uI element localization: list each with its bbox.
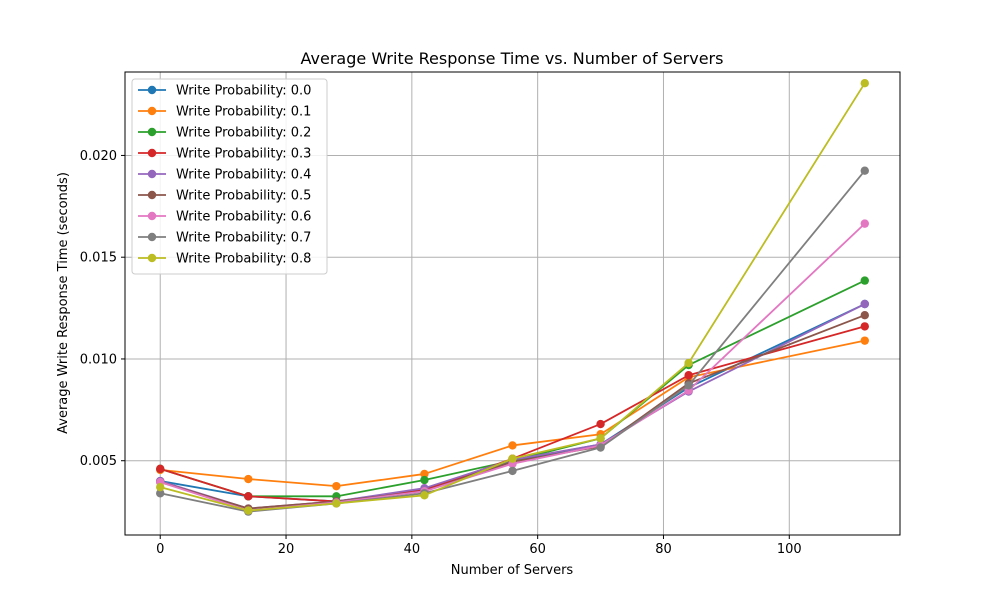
legend-marker: [147, 190, 157, 200]
legend-item: Write Probability: 0.1: [138, 105, 311, 120]
data-point: [420, 475, 429, 485]
series-line: [159, 325, 866, 503]
data-point: [508, 454, 517, 463]
data-point: [332, 481, 341, 491]
legend: Write Probability: 0.0 Write Probability:…: [131, 78, 328, 275]
data-point: [244, 474, 253, 484]
y-axis-label: Average Write Response Time (seconds): [56, 172, 71, 434]
y-axis: 0.005 0.010 0.015 0.020: [80, 149, 125, 469]
series-line: [159, 314, 866, 510]
legend-item: Write Probability: 0.5: [138, 189, 311, 204]
y-tick-label: 0.005: [80, 454, 117, 469]
data-point: [156, 489, 165, 498]
legend-marker: [147, 169, 157, 179]
data-point: [244, 492, 253, 501]
chart-title: Average Write Response Time vs. Number o…: [301, 49, 724, 68]
legend-item: Write Probability: 0.0: [138, 84, 311, 99]
x-axis: 0 20 40 60 80 100: [156, 535, 802, 557]
series: [156, 78, 869, 515]
series: [156, 322, 869, 506]
data-point: [244, 506, 253, 515]
legend-label: Write Probability: 0.4: [176, 168, 311, 183]
data-point: [332, 499, 341, 508]
data-point: [420, 469, 429, 479]
legend-marker: [147, 127, 157, 137]
data-point: [508, 466, 517, 476]
legend-item: Write Probability: 0.6: [138, 210, 311, 225]
series-line: [159, 82, 866, 512]
legend-label: Write Probability: 0.5: [176, 189, 311, 204]
legend-label: Write Probability: 0.1: [176, 105, 311, 120]
legend-box: [131, 78, 328, 275]
legend-marker: [147, 106, 157, 116]
x-tick-label: 20: [278, 542, 295, 557]
data-point: [156, 464, 165, 474]
series-layer: [156, 78, 869, 516]
legend-item: Write Probability: 0.2: [138, 126, 311, 141]
data-point: [860, 276, 869, 285]
data-point: [420, 491, 429, 500]
x-tick-label: 100: [777, 542, 802, 557]
data-point: [156, 482, 165, 492]
series-line: [160, 339, 865, 488]
plot-area: [124, 71, 901, 536]
legend-label: Write Probability: 0.3: [176, 147, 311, 162]
legend-item: Write Probability: 0.8: [138, 252, 311, 267]
legend-item: Write Probability: 0.7: [138, 231, 311, 246]
legend-marker: [147, 253, 157, 263]
data-point: [684, 371, 693, 380]
x-tick-label: 40: [404, 542, 421, 557]
legend-item: Write Probability: 0.4: [138, 168, 311, 183]
legend-marker: [147, 232, 157, 242]
y-tick-label: 0.010: [80, 352, 117, 367]
data-point: [860, 336, 869, 345]
data-point: [860, 299, 869, 309]
data-point: [596, 434, 605, 443]
x-tick-label: 80: [655, 542, 672, 557]
legend-label: Write Probability: 0.2: [176, 126, 311, 141]
legend-label: Write Probability: 0.0: [176, 84, 311, 99]
data-point: [860, 166, 869, 175]
x-tick-label: 0: [156, 542, 164, 557]
data-point: [860, 219, 869, 228]
data-point: [684, 358, 693, 368]
legend-marker: [147, 211, 157, 221]
y-tick-label: 0.020: [80, 149, 117, 164]
legend-marker: [147, 148, 157, 158]
data-point: [860, 78, 869, 88]
data-point: [860, 311, 869, 320]
data-point: [684, 381, 693, 390]
series-line: [159, 303, 866, 510]
data-point: [596, 443, 605, 452]
legend-label: Write Probability: 0.6: [176, 210, 311, 225]
data-point: [596, 419, 605, 429]
legend-label: Write Probability: 0.8: [176, 252, 311, 267]
data-point: [508, 441, 517, 450]
legend-marker: [147, 85, 157, 95]
legend-label: Write Probability: 0.7: [176, 231, 311, 246]
legend-item: Write Probability: 0.3: [138, 147, 311, 162]
x-axis-label: Number of Servers: [451, 563, 574, 578]
x-tick-label: 60: [529, 542, 546, 557]
data-point: [860, 322, 869, 331]
y-tick-label: 0.015: [80, 251, 117, 266]
series: [156, 311, 869, 513]
